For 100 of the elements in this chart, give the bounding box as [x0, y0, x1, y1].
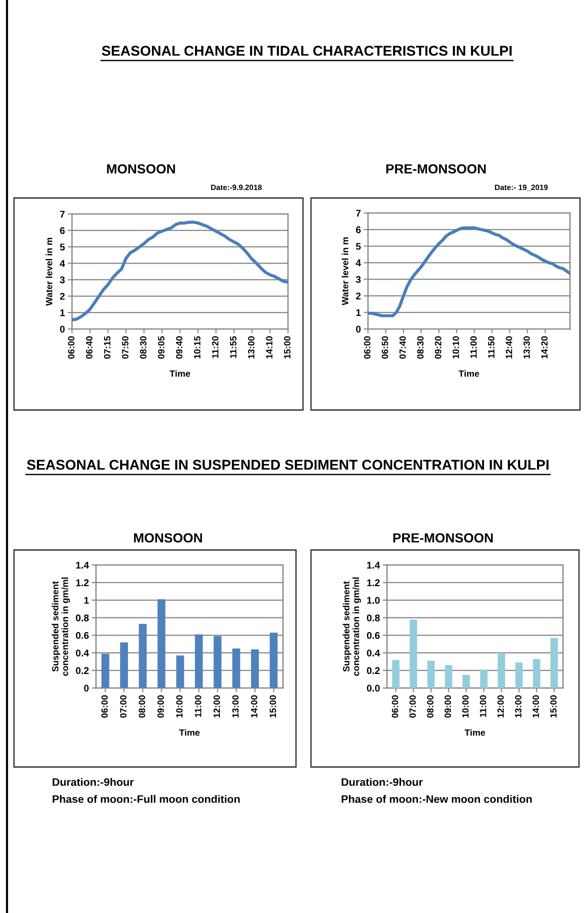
- bar: [480, 670, 488, 688]
- bar: [251, 649, 259, 688]
- x-axis-title: Time: [458, 370, 480, 377]
- bar: [101, 654, 110, 688]
- x-tick-label: 10:00: [462, 695, 469, 718]
- x-tick-label: 09:00: [157, 695, 164, 718]
- bar: [532, 659, 540, 688]
- y-tick-label: 7: [60, 210, 65, 218]
- x-tick-label: 06:40: [86, 336, 92, 359]
- bar: [138, 624, 147, 688]
- chart-title: PRE-MONSOON: [393, 533, 493, 543]
- x-tick-label: 08:00: [427, 695, 434, 718]
- x-tick-label: 13:00: [248, 336, 254, 358]
- x-tick-label: 14:00: [532, 695, 540, 718]
- x-tick-label: 11:20: [212, 336, 218, 358]
- x-tick-label: 08:30: [417, 336, 424, 359]
- x-tick-label: 12:40: [506, 336, 512, 358]
- y-tick-label: 0.8: [366, 614, 380, 622]
- bar: [176, 655, 184, 688]
- bar: [232, 648, 240, 688]
- bar: [498, 652, 506, 688]
- bar: [427, 660, 435, 688]
- y-tick-label: 0.6: [76, 632, 89, 639]
- y-tick-label: 3: [60, 276, 65, 284]
- x-tick-label: 09:40: [176, 336, 182, 359]
- y-tick-label: 3: [356, 276, 361, 283]
- y-tick-label: 1.2: [76, 579, 89, 586]
- x-tick-label: 14:10: [266, 336, 272, 358]
- y-tick-label: 2: [60, 292, 65, 300]
- y-tick-label: 4: [60, 260, 66, 267]
- chart-title: PRE-MONSOON: [386, 164, 486, 174]
- y-tick-label: 1: [60, 309, 65, 316]
- bar: [158, 599, 166, 688]
- y-tick-label: 1.4: [367, 562, 380, 569]
- x-tick-label: 07:15: [104, 336, 110, 359]
- x-tick-label: 12:00: [214, 695, 220, 718]
- chart-title: MONSOON: [134, 533, 202, 543]
- y-tick-label: 1.0: [367, 596, 380, 604]
- x-axis-title: Time: [179, 729, 200, 736]
- y-tick-label: 0.2: [366, 667, 380, 674]
- y-tick-label: 6: [356, 226, 361, 234]
- y-tick-label: 0: [84, 684, 89, 692]
- y-tick-label: 1.2: [367, 579, 380, 586]
- x-tick-label: 14:20: [541, 336, 548, 358]
- x-tick-label: 11:50: [488, 336, 494, 358]
- x-tick-label: 06:00: [364, 336, 370, 359]
- x-tick-label: 15:00: [284, 336, 290, 358]
- x-tick-label: 15:00: [550, 695, 557, 718]
- bar: [462, 674, 470, 688]
- x-tick-label: 11:00: [194, 695, 202, 717]
- x-tick-label: 10:15: [194, 336, 200, 358]
- y-tick-label: 0.2: [76, 667, 89, 674]
- bar: [214, 636, 222, 688]
- x-tick-label: 11:55: [230, 336, 236, 358]
- y-tick-label: 4: [356, 260, 362, 266]
- x-axis-title: Time: [170, 370, 190, 377]
- x-tick-label: 11:00: [470, 336, 477, 358]
- y-tick-label: 0: [60, 326, 65, 333]
- y-tick-label: 0.6: [366, 632, 380, 639]
- x-tick-label: 09:05: [158, 336, 164, 359]
- y-tick-label: 0.4: [366, 650, 380, 656]
- y-tick-label: 5: [356, 242, 361, 250]
- chart-title: MONSOON: [107, 164, 175, 174]
- x-tick-label: 07:00: [120, 695, 126, 718]
- text: Phase of moon:-New moon condition: [342, 794, 532, 803]
- y-axis-title: Water level in m: [342, 237, 348, 306]
- y-tick-label: 0: [356, 326, 361, 333]
- x-tick-label: 13:30: [524, 336, 530, 358]
- x-tick-label: 06:00: [68, 336, 74, 359]
- y-tick-label: 2: [356, 292, 361, 300]
- bar: [392, 660, 400, 688]
- x-tick-label: 06:00: [101, 695, 108, 718]
- bar: [120, 642, 128, 688]
- text: SEASONAL CHANGE IN SUSPENDED SEDIMENT CONCENTRATION IN KULPI: [26, 460, 549, 470]
- bar: [194, 634, 203, 688]
- text: Duration:-9hour: [52, 778, 134, 786]
- y-tick-label: 5: [60, 244, 65, 250]
- y-tick-label: 1.4: [76, 562, 90, 569]
- y-axis-title: Suspended sediment concentration in gm/ml: [52, 577, 70, 676]
- x-tick-label: 09:20: [434, 336, 442, 359]
- y-axis-title: Water level in m: [46, 238, 52, 306]
- x-tick-label: 07:00: [409, 695, 416, 718]
- x-tick-label: 15:00: [270, 695, 276, 718]
- x-tick-label: 12:00: [497, 695, 504, 718]
- bar: [444, 665, 452, 688]
- y-tick-label: 6: [60, 227, 65, 234]
- x-tick-label: 13:00: [232, 695, 239, 718]
- text: Phase of moon:-Full moon condition: [52, 794, 240, 803]
- x-tick-label: 11:00: [480, 695, 486, 717]
- x-tick-label: 09:00: [444, 695, 452, 718]
- x-tick-label: 06:50: [382, 336, 388, 359]
- text: Duration:-9hour: [342, 778, 423, 786]
- y-axis-title: Suspended sediment concentration in gm/ml: [342, 577, 361, 676]
- y-tick-label: 0.0: [366, 684, 380, 692]
- x-tick-label: 07:50: [122, 336, 128, 359]
- x-tick-label: 07:40: [399, 336, 406, 359]
- bar: [515, 662, 523, 688]
- bar: [410, 619, 418, 688]
- x-tick-label: 13:00: [515, 695, 522, 718]
- x-tick-label: 14:00: [250, 695, 258, 718]
